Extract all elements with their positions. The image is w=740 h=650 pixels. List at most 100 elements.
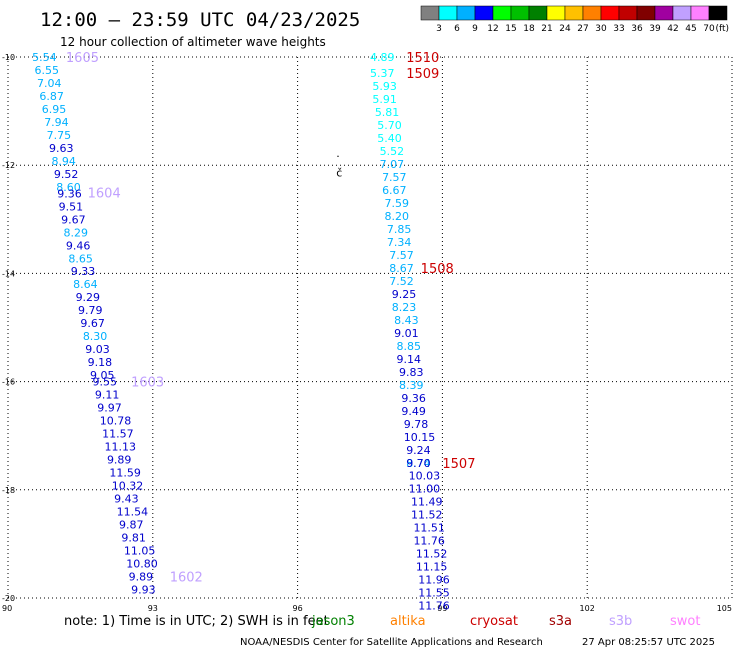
y-tick-label: -14	[2, 269, 15, 278]
swh-label: 10.78	[100, 415, 132, 428]
swh-label: 8.94	[51, 155, 76, 168]
x-tick-label: 93	[148, 604, 158, 613]
swh-label: 9.46	[66, 239, 91, 252]
swh-label: 9.33	[71, 265, 96, 278]
swh-label: 11.52	[416, 548, 448, 561]
note-text: note: 1) Time is in UTC; 2) SWH is in fe…	[64, 614, 329, 629]
color-scale-swatch	[600, 5, 620, 21]
swh-label: 8.20	[384, 210, 409, 223]
x-tick-label: 96	[293, 604, 303, 613]
swh-label: 6.87	[39, 90, 64, 103]
swh-label: 9.87	[119, 518, 144, 531]
swh-label: 7.57	[382, 171, 407, 184]
color-scale-swatch	[708, 5, 728, 21]
color-scale-swatch	[456, 5, 476, 21]
swh-label: 9.79	[78, 304, 103, 317]
y-tick-label: -20	[2, 594, 15, 603]
swh-label: 11.57	[102, 428, 133, 441]
swh-label: 9.89	[129, 570, 154, 583]
x-tick-label: 105	[717, 604, 732, 613]
swh-label: 9.55	[92, 376, 117, 389]
swh-label: 7.04	[37, 77, 62, 90]
color-scale-label: 30	[595, 24, 607, 34]
time-label: 1603	[131, 376, 164, 391]
swh-label: 4.89	[370, 51, 395, 64]
color-scale-swatch	[510, 5, 530, 21]
color-scale-swatch	[528, 5, 548, 21]
color-scale-legend: 3 6 9 12 15 18 21 24 27 30 33 36 39 42 45 70 (ft)	[420, 5, 729, 34]
swh-label: 9.29	[76, 291, 101, 304]
map-grid	[7, 56, 733, 599]
swh-label: 9.97	[97, 402, 122, 415]
swh-label: 7.52	[389, 275, 414, 288]
swh-label: 7.94	[44, 116, 68, 129]
satellite-name: jason3	[311, 614, 355, 629]
map-markers: ·č	[336, 150, 342, 179]
swh-label: 9.01	[394, 327, 419, 340]
satellite-name: cryosat	[470, 614, 518, 629]
swh-label: 10.03	[409, 470, 441, 483]
swh-label: 9.49	[401, 405, 426, 418]
color-scale-label: 12	[487, 24, 498, 34]
swh-label: 9.36	[401, 392, 426, 405]
satellite-tracks: 5.546.557.046.876.957.947.759.638.949.52…	[32, 51, 475, 613]
swh-label: 7.85	[387, 223, 412, 236]
swh-label: 9.05	[90, 369, 115, 382]
swh-label: 11.76	[413, 535, 445, 548]
swh-label: 5.40	[377, 132, 402, 145]
swh-label: 8.23	[392, 301, 417, 314]
swh-label: 8.85	[397, 340, 422, 353]
swh-label: 7.07	[380, 158, 405, 171]
swh-label: 6.67	[382, 184, 407, 197]
color-scale-label: 39	[649, 24, 661, 34]
swh-label: 5.52	[380, 145, 405, 158]
color-scale-swatch	[564, 5, 584, 21]
y-tick-label: -12	[2, 161, 15, 170]
color-scale-swatch	[546, 5, 566, 21]
footer-credit: NOAA/NESDIS Center for Satellite Applica…	[240, 637, 543, 648]
chart-title: 12:00 – 23:59 UTC 04/23/2025	[40, 9, 360, 31]
color-scale-label: 21	[541, 24, 552, 34]
satellite-name: altika	[390, 614, 426, 629]
swh-label: 10.80	[126, 557, 157, 570]
swh-label: 11.51	[413, 522, 445, 535]
map-marker: ·	[336, 150, 340, 163]
swh-label: 9.25	[392, 288, 417, 301]
swh-label: 6.95	[42, 103, 67, 116]
color-scale-swatch	[690, 5, 710, 21]
swh-label: 9.67	[80, 317, 105, 330]
color-scale-swatch	[420, 5, 440, 21]
x-tick-label: 102	[580, 604, 595, 613]
swh-label: 9.11	[95, 389, 120, 402]
swh-label: 7.57	[389, 249, 414, 262]
swh-label: 11.00	[409, 483, 441, 496]
axis-tick-labels: 90 93 96 99 102 105 -10 -12 -14 -16 -18 -20	[2, 53, 732, 613]
color-scale-label: 6	[454, 24, 460, 34]
swh-label: 10.15	[404, 431, 436, 444]
swh-label: 7.59	[384, 197, 409, 210]
y-tick-label: -16	[2, 378, 15, 387]
color-scale-swatch	[438, 5, 458, 21]
swh-label: 9.81	[121, 531, 146, 544]
chart-subtitle: 12 hour collection of altimeter wave hei…	[60, 35, 326, 49]
swh-label: 11.05	[124, 544, 156, 557]
swh-label: 11.59	[109, 466, 141, 479]
color-scale-swatch	[636, 5, 656, 21]
swh-label: 5.37	[370, 67, 395, 80]
swh-label: 10.32	[112, 479, 144, 492]
swh-label: 7.34	[387, 236, 412, 249]
swh-label: 9.03	[85, 343, 110, 356]
x-tick-label: 90	[2, 604, 12, 613]
satellite-name: s3b	[609, 614, 632, 629]
swh-label: 11.96	[418, 574, 450, 587]
swh-label: 9.24	[406, 444, 431, 457]
time-label: 1507	[442, 457, 475, 472]
time-label: 1604	[88, 186, 121, 201]
swh-label: 11.76	[418, 600, 450, 613]
swh-label: 8.39	[399, 379, 424, 392]
color-scale-label: 42	[667, 24, 678, 34]
x-tick-label: 99	[437, 604, 447, 613]
satellite-legend: jason3 altika cryosat s3a s3b swot	[311, 614, 700, 629]
swh-label: 8.65	[68, 252, 93, 265]
color-scale-swatch	[654, 5, 674, 21]
